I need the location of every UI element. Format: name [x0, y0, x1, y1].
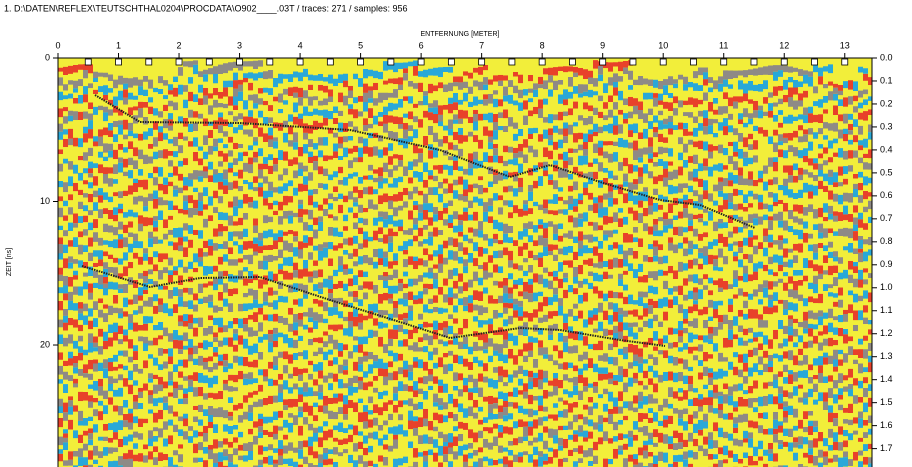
x-tick-label: 12 [779, 40, 789, 50]
trace-marker [842, 59, 848, 65]
trace-marker [418, 59, 424, 65]
y2-tick-label: 0.6 [880, 190, 893, 200]
trace-marker [206, 59, 212, 65]
x-tick-label: 10 [658, 40, 668, 50]
trace-marker [176, 59, 182, 65]
trace-marker [690, 59, 696, 65]
x-tick-label: 5 [358, 40, 363, 50]
y2-tick-label: 0.5 [880, 167, 893, 177]
y2-tick-label: 0.9 [880, 259, 893, 269]
y2-tick-label: 1.5 [880, 397, 893, 407]
file-title: 1. D:\DATEN\REFLEX\TEUTSCHTHAL0204\PROCD… [4, 3, 408, 13]
trace-marker [660, 59, 666, 65]
x-tick-label: 8 [540, 40, 545, 50]
trace-marker [812, 59, 818, 65]
x-tick-label: 6 [419, 40, 424, 50]
trace-marker [267, 59, 273, 65]
trace-marker [327, 59, 333, 65]
y2-tick-label: 0.4 [880, 144, 893, 154]
trace-marker [146, 59, 152, 65]
trace-marker [630, 59, 636, 65]
y2-tick-label: 0.8 [880, 236, 893, 246]
y2-tick-label: 1.0 [880, 282, 893, 292]
y2-tick-label: 0.0 [880, 52, 893, 62]
trace-marker [116, 59, 122, 65]
y2-tick-label: 1.7 [880, 443, 893, 453]
trace-marker [569, 59, 575, 65]
x-tick-label: 13 [840, 40, 850, 50]
trace-marker [237, 59, 243, 65]
y-axis-label: ZEIT [ns] [6, 248, 13, 276]
trace-marker [358, 59, 364, 65]
x-tick-label: 9 [600, 40, 605, 50]
trace-marker [539, 59, 545, 65]
y2-tick-label: 1.1 [880, 305, 893, 315]
y2-tick-label: 0.1 [880, 75, 893, 85]
y2-tick-label: 1.6 [880, 420, 893, 430]
trace-marker [600, 59, 606, 65]
x-axis-label: ENTFERNUNG [METER] [421, 31, 500, 38]
y2-tick-label: 0.3 [880, 121, 893, 131]
y2-tick-label: 1.2 [880, 328, 893, 338]
radargram-window: 1. D:\DATEN\REFLEX\TEUTSCHTHAL0204\PROCD… [0, 0, 912, 467]
trace-marker [781, 59, 787, 65]
y2-tick-label: 1.4 [880, 374, 893, 384]
trace-marker [479, 59, 485, 65]
y-tick-label: 20 [40, 339, 50, 349]
y2-tick-label: 1.3 [880, 351, 893, 361]
trace-marker [388, 59, 394, 65]
radargram-image [58, 58, 873, 467]
x-tick-label: 1 [116, 40, 121, 50]
trace-marker [448, 59, 454, 65]
y2-tick-label: 0.2 [880, 98, 893, 108]
y-tick-label: 10 [40, 196, 50, 206]
x-tick-label: 0 [55, 40, 60, 50]
y2-tick-label: 0.7 [880, 213, 893, 223]
trace-marker [721, 59, 727, 65]
x-tick-label: 4 [298, 40, 303, 50]
x-tick-label: 11 [719, 40, 728, 50]
trace-marker [297, 59, 303, 65]
trace-marker [509, 59, 515, 65]
x-tick-label: 2 [177, 40, 182, 50]
y-tick-label: 0 [45, 52, 50, 62]
trace-marker [85, 59, 91, 65]
x-tick-label: 3 [237, 40, 242, 50]
x-tick-label: 7 [479, 40, 484, 50]
trace-marker [751, 59, 757, 65]
